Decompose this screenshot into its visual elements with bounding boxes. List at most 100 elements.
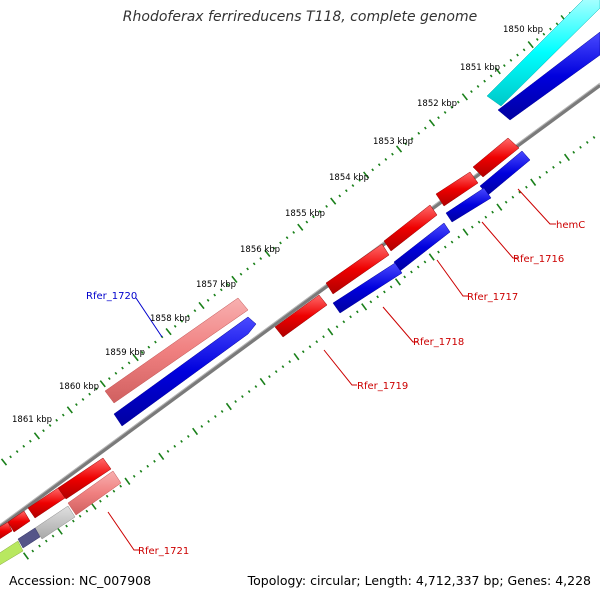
genome-summary-text: Topology: circular; Length: 4,712,337 bp… <box>247 573 591 588</box>
major-tick <box>0 458 8 466</box>
major-tick <box>297 223 304 231</box>
minor-tick <box>285 236 289 240</box>
minor-tick <box>186 434 190 438</box>
minor-tick <box>470 90 473 94</box>
minor-tick <box>279 241 282 245</box>
inner-tick-ring <box>22 135 596 560</box>
kbp-label: 1855 kbp <box>285 209 325 219</box>
minor-tick <box>31 549 35 553</box>
minor-tick <box>335 325 339 329</box>
feature-grey-lower[interactable] <box>34 505 76 540</box>
minor-tick <box>206 298 210 302</box>
major-tick <box>496 203 503 211</box>
minor-tick <box>404 142 407 146</box>
minor-tick <box>443 111 447 114</box>
gene-label-rfer-1720[interactable]: Rfer_1720 <box>86 291 137 302</box>
minor-tick <box>338 194 342 198</box>
minor-tick <box>450 105 454 109</box>
major-tick <box>124 477 131 485</box>
gene-label-hemC[interactable]: hemC <box>556 220 585 231</box>
feature-green-lower[interactable] <box>0 540 24 566</box>
minor-tick <box>312 215 315 219</box>
feature-rna-cyan[interactable] <box>486 0 600 107</box>
minor-tick <box>477 220 481 224</box>
major-tick <box>90 502 97 510</box>
minor-tick <box>322 335 325 339</box>
minor-tick <box>180 439 183 443</box>
minor-tick <box>247 390 251 393</box>
minor-tick <box>200 424 204 428</box>
minor-tick <box>502 64 506 67</box>
feature-rfer-1720-blue[interactable] <box>113 316 257 427</box>
feature-blue-1716[interactable] <box>445 187 492 223</box>
feature-blue-top[interactable] <box>497 31 600 121</box>
kbp-label: 1850 kbp <box>503 25 543 35</box>
minor-tick <box>226 283 230 287</box>
major-tick <box>33 432 41 440</box>
major-tick <box>22 552 30 560</box>
feature-rfer-1718-blue[interactable] <box>332 262 403 314</box>
minor-tick <box>114 371 118 375</box>
minor-tick <box>15 450 19 454</box>
feature-hemC[interactable] <box>472 137 520 178</box>
kbp-label: 1853 kbp <box>373 137 413 147</box>
minor-tick <box>325 204 328 208</box>
gene-label-rfer-1716[interactable]: Rfer_1716 <box>513 254 564 265</box>
kbp-label: 1858 kbp <box>150 314 190 324</box>
minor-tick <box>318 210 322 214</box>
major-tick <box>361 303 368 311</box>
minor-tick <box>443 245 447 249</box>
gene-label-rfer-1721[interactable]: Rfer_1721 <box>138 546 189 557</box>
feature-rfer-1720-pseudo[interactable] <box>104 297 249 404</box>
minor-tick <box>516 53 519 57</box>
minor-tick <box>219 288 223 292</box>
minor-tick <box>22 444 26 448</box>
minor-tick <box>246 267 249 271</box>
feature-navy-lower[interactable] <box>17 527 41 549</box>
minor-tick <box>383 290 386 294</box>
feature-red-lower-2[interactable] <box>27 487 66 519</box>
major-tick <box>530 178 537 186</box>
minor-tick <box>522 48 526 52</box>
major-tick <box>165 327 172 336</box>
minor-tick <box>489 74 493 78</box>
minor-tick <box>509 58 513 62</box>
minor-tick <box>166 449 170 453</box>
gene-label-rfer-1718[interactable]: Rfer_1718 <box>413 337 464 348</box>
feature-rfer-1718-red[interactable] <box>325 243 390 295</box>
minor-tick <box>384 157 388 161</box>
minor-tick <box>351 184 355 187</box>
minor-tick <box>450 240 454 244</box>
minor-tick <box>389 285 393 289</box>
major-tick <box>362 171 370 179</box>
feature-rfer-1717-red[interactable] <box>383 204 438 252</box>
minor-tick <box>173 324 177 328</box>
minor-tick <box>153 459 156 463</box>
minor-tick <box>268 375 271 379</box>
kbp-label: 1857 kbp <box>196 280 236 290</box>
gene-label-rfer-1717[interactable]: Rfer_1717 <box>467 292 518 303</box>
kbp-label: 1856 kbp <box>240 245 280 255</box>
minor-tick <box>423 260 427 264</box>
minor-tick <box>535 38 539 41</box>
minor-tick <box>42 429 45 433</box>
feature-rfer-1719[interactable] <box>274 294 328 338</box>
minor-tick <box>315 340 319 344</box>
minor-tick <box>75 403 78 407</box>
feature-red-1716[interactable] <box>435 171 479 207</box>
minor-tick <box>511 195 515 199</box>
minor-tick <box>369 300 373 304</box>
minor-tick <box>65 524 68 528</box>
outer-tick-ring <box>0 6 579 466</box>
gene-label-rfer-1719[interactable]: Rfer_1719 <box>357 381 408 392</box>
minor-tick <box>301 350 305 354</box>
feature-red-lower-3[interactable] <box>7 510 31 533</box>
major-tick <box>563 153 570 162</box>
feature-red-lower-4[interactable] <box>0 521 13 540</box>
minor-tick <box>51 534 55 538</box>
major-tick <box>395 145 403 153</box>
minor-tick <box>476 84 480 88</box>
feature-rfer-1721-pseudo[interactable] <box>67 470 122 516</box>
minor-tick <box>305 220 309 224</box>
